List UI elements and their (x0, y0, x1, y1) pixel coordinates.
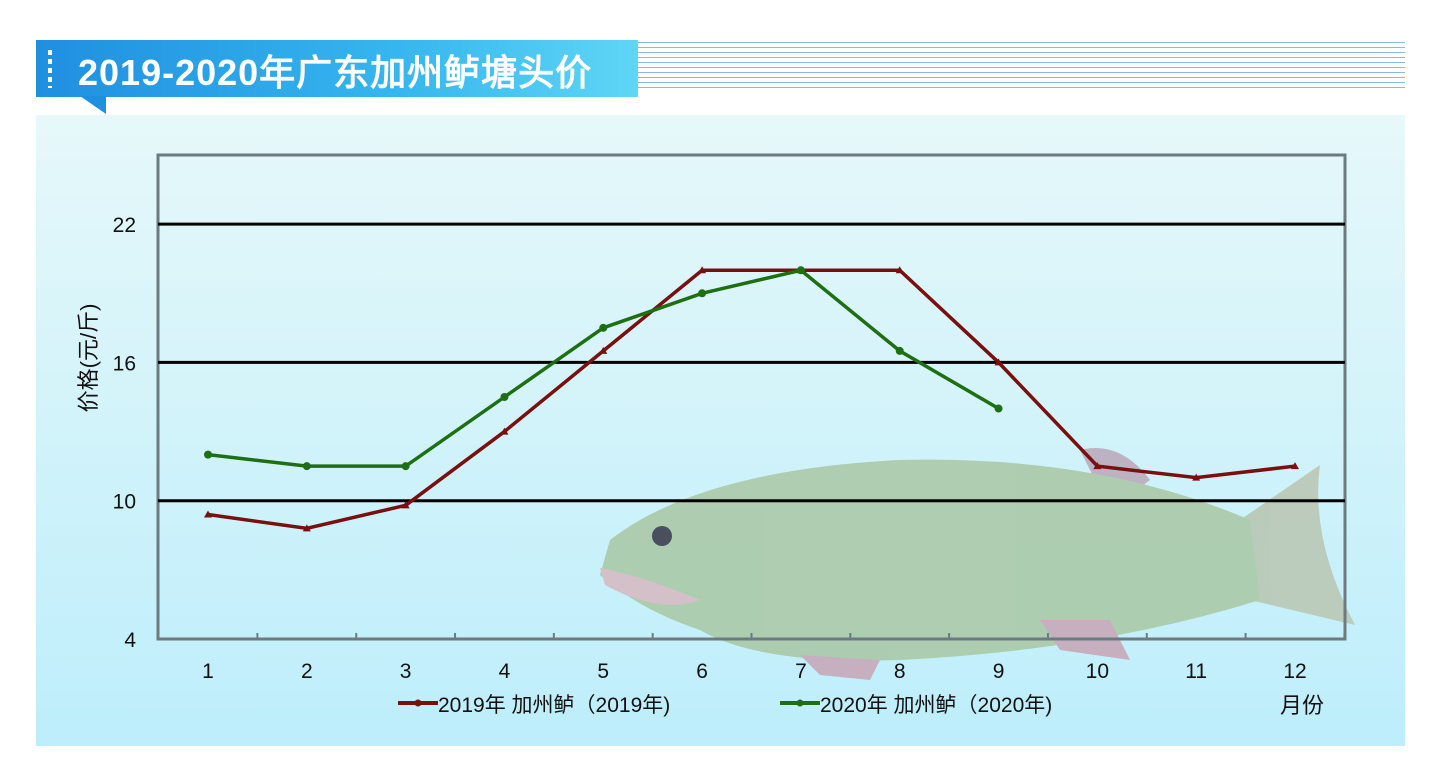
header-stripes (638, 42, 1405, 90)
x-tick-label: 5 (597, 660, 609, 683)
legend-marker (796, 699, 804, 707)
y-tick-label: 16 (113, 352, 136, 375)
data-point (500, 393, 509, 401)
data-point (895, 346, 904, 355)
data-point (599, 323, 608, 332)
x-tick-label: 10 (1086, 660, 1109, 683)
data-point (994, 358, 1003, 366)
series-line-2 (207, 268, 1000, 468)
data-point (204, 510, 212, 518)
x-tick-label: 3 (400, 660, 412, 683)
x-tick-label: 12 (1283, 660, 1306, 683)
page-title: 2019-2020年广东加州鲈塘头价 (78, 52, 593, 93)
x-tick-label: 7 (795, 660, 807, 683)
chart-panel (36, 115, 1405, 746)
data-point (796, 266, 805, 275)
x-tick-label: 9 (993, 660, 1005, 683)
x-tick-label: 6 (696, 660, 708, 683)
data-point (1291, 462, 1299, 470)
data-point (401, 462, 410, 471)
legend-label: 2019年 加州鲈（2019年) (438, 694, 670, 717)
data-point (895, 266, 904, 274)
data-point (1093, 462, 1102, 470)
data-point (698, 289, 707, 298)
data-point (500, 427, 509, 435)
data-point (599, 346, 608, 354)
x-tick-label: 4 (499, 660, 511, 683)
data-point (1192, 473, 1201, 481)
y-axis-label: 价格(元/斤) (76, 304, 101, 413)
data-point (204, 450, 212, 459)
x-tick-label: 8 (894, 660, 906, 683)
banner-dots (48, 50, 52, 88)
series-line-1 (207, 268, 1296, 531)
x-tick-label: 2 (301, 660, 313, 683)
y-tick-label: 4 (124, 629, 136, 652)
x-axis-label: 月份 (1280, 693, 1324, 718)
y-tick-label: 22 (113, 214, 136, 237)
data-point (302, 462, 311, 471)
banner-tail (80, 96, 106, 114)
data-point (994, 404, 1003, 413)
fish-illustration (600, 448, 1355, 680)
data-point (401, 501, 410, 509)
legend-marker (414, 699, 422, 707)
x-tick-label: 11 (1185, 660, 1207, 683)
legend-label: 2020年 加州鲈（2020年) (820, 694, 1052, 717)
title-banner (36, 40, 638, 97)
data-point (698, 266, 707, 274)
y-tick-label: 10 (113, 491, 136, 514)
x-tick-label: 1 (202, 660, 214, 683)
data-point (302, 524, 311, 532)
